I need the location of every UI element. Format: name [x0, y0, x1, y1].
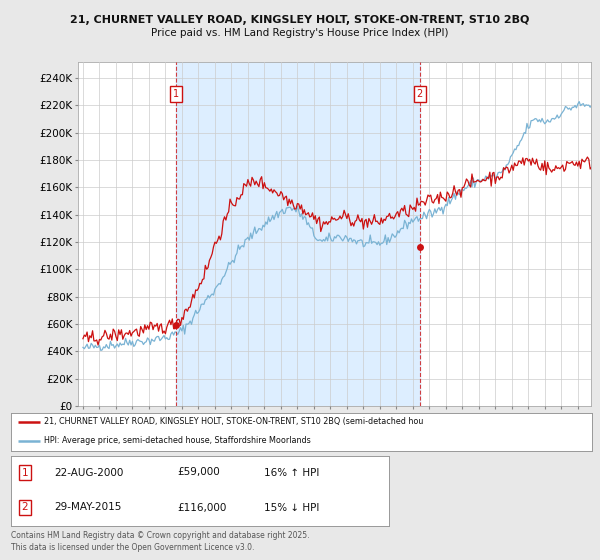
Text: 1: 1: [22, 468, 28, 478]
Text: 15% ↓ HPI: 15% ↓ HPI: [264, 502, 319, 512]
Text: 21, CHURNET VALLEY ROAD, KINGSLEY HOLT, STOKE-ON-TRENT, ST10 2BQ: 21, CHURNET VALLEY ROAD, KINGSLEY HOLT, …: [70, 15, 530, 25]
Text: Price paid vs. HM Land Registry's House Price Index (HPI): Price paid vs. HM Land Registry's House …: [151, 28, 449, 38]
Text: 2: 2: [416, 90, 423, 100]
Text: 1: 1: [173, 90, 179, 100]
Text: 29-MAY-2015: 29-MAY-2015: [54, 502, 122, 512]
Text: £116,000: £116,000: [177, 502, 226, 512]
Bar: [176, 62, 419, 406]
Text: HPI: Average price, semi-detached house, Staffordshire Moorlands: HPI: Average price, semi-detached house,…: [44, 436, 311, 445]
Text: £59,000: £59,000: [177, 468, 220, 478]
Text: 21, CHURNET VALLEY ROAD, KINGSLEY HOLT, STOKE-ON-TRENT, ST10 2BQ (semi-detached : 21, CHURNET VALLEY ROAD, KINGSLEY HOLT, …: [44, 417, 424, 426]
Text: Contains HM Land Registry data © Crown copyright and database right 2025.
This d: Contains HM Land Registry data © Crown c…: [11, 531, 310, 552]
Text: 2: 2: [22, 502, 28, 512]
Text: 16% ↑ HPI: 16% ↑ HPI: [264, 468, 319, 478]
Text: 22-AUG-2000: 22-AUG-2000: [54, 468, 124, 478]
